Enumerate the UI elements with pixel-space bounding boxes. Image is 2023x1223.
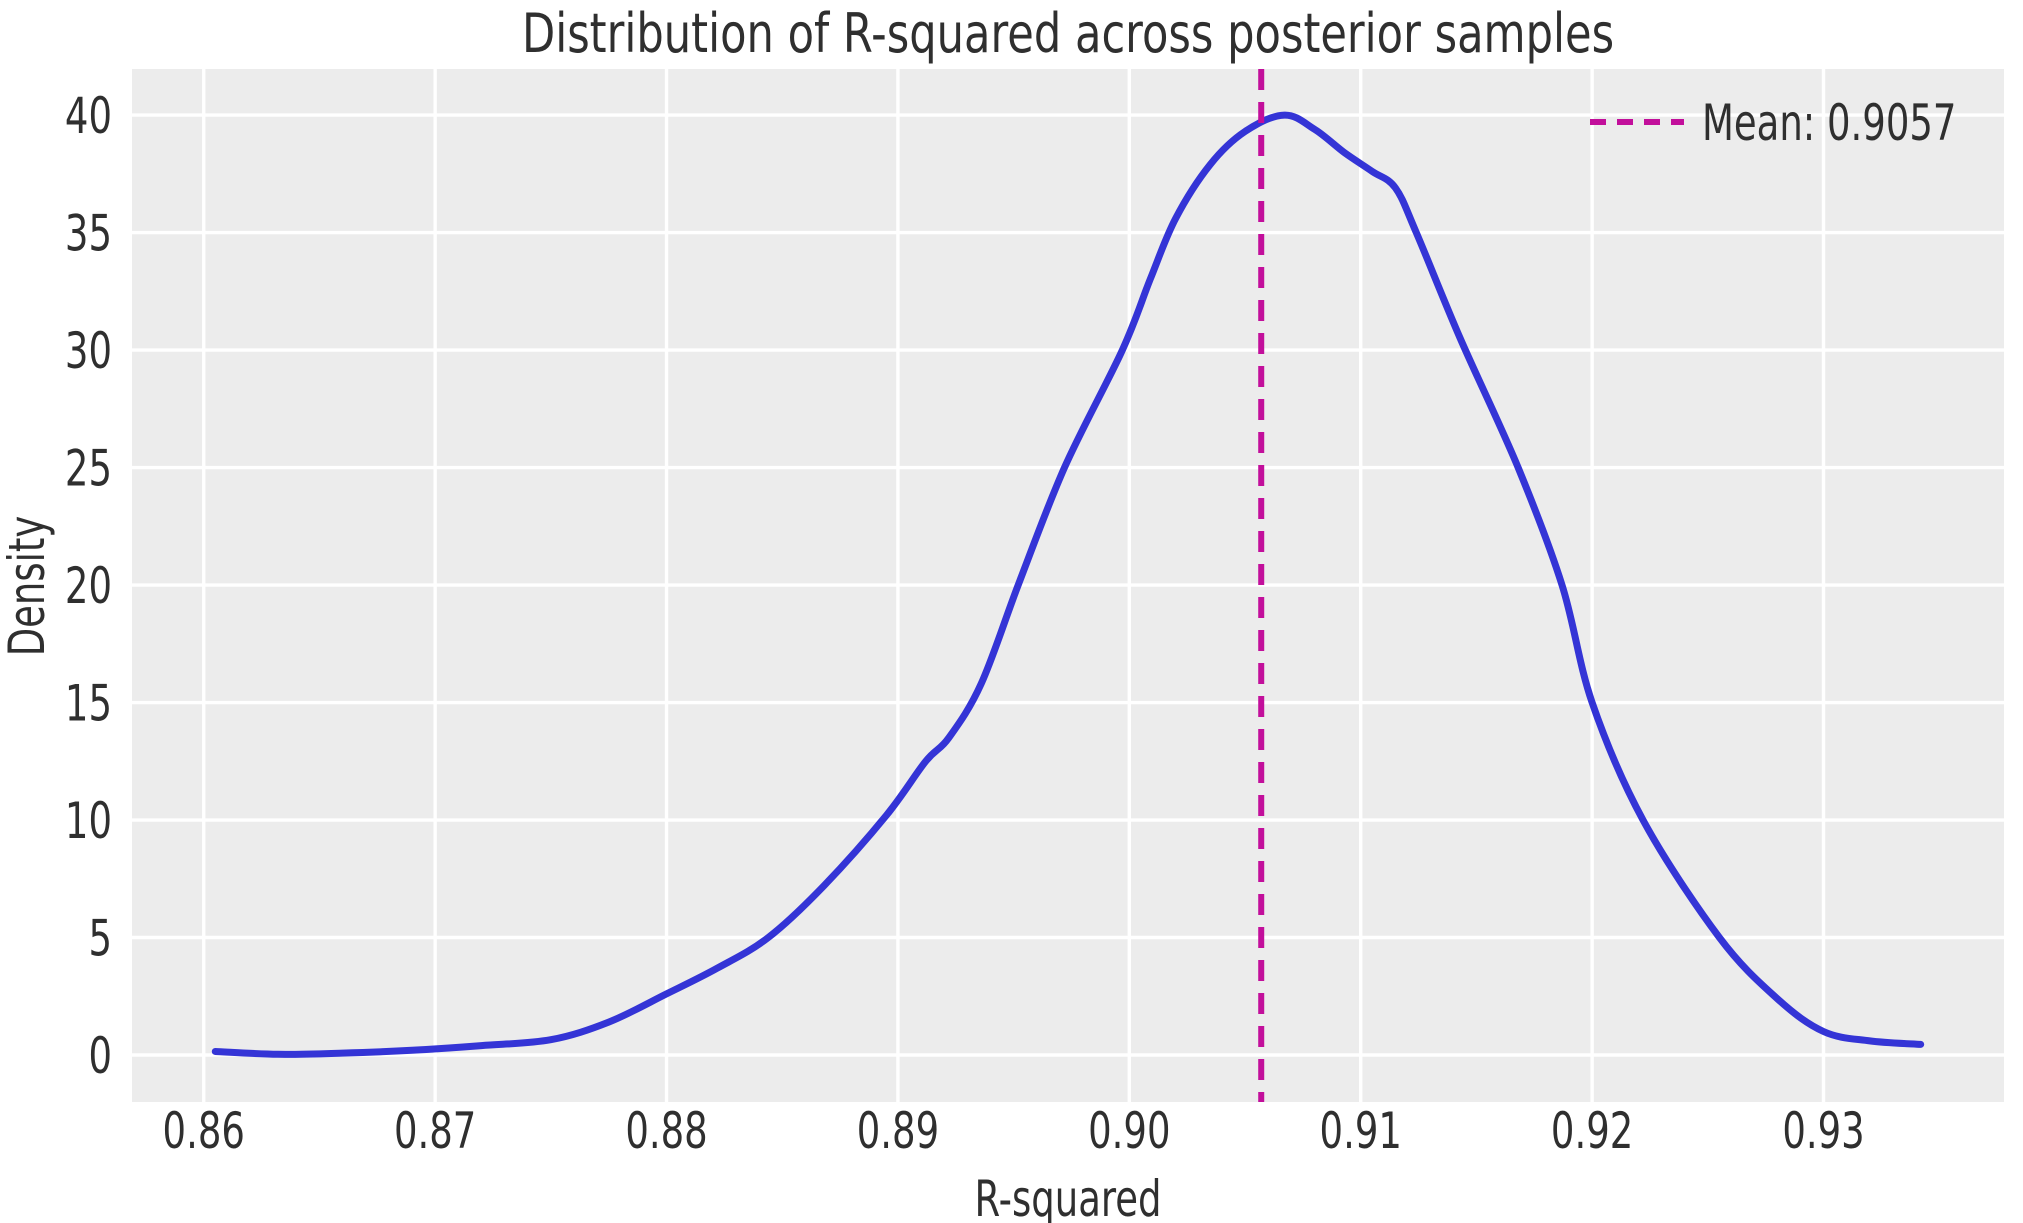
x-axis-label: R-squared [974,1171,1161,1223]
chart-title: Distribution of R-squared across posteri… [522,2,1614,65]
x-tick-label: 0.90 [1088,1103,1170,1161]
x-tick-label: 0.92 [1551,1103,1633,1161]
y-tick-label: 30 [65,323,112,381]
x-tick-label: 0.87 [394,1103,476,1161]
legend: Mean: 0.9057 [1590,95,1956,153]
kde-curve [211,111,1925,1058]
y-tick-label: 35 [65,205,112,263]
y-tick-label: 15 [65,675,112,733]
x-tick-label: 0.93 [1782,1103,1864,1161]
legend-label: Mean: 0.9057 [1702,95,1956,153]
y-tick-label: 20 [65,558,112,616]
y-tick-label: 10 [65,793,112,851]
y-tick-label: 5 [88,910,112,968]
y-tick-label: 25 [65,440,112,498]
x-tick-label: 0.88 [625,1103,707,1161]
y-tick-label: 40 [65,88,112,146]
y-axis-tick-labels: 0 5 10 15 20 25 30 35 40 [65,88,112,1086]
x-tick-label: 0.86 [163,1103,245,1161]
x-tick-label: 0.89 [857,1103,939,1161]
y-axis-label: Density [0,516,57,657]
y-tick-label: 0 [88,1028,112,1086]
x-tick-label: 0.91 [1320,1103,1402,1161]
x-axis-tick-labels: 0.86 0.87 0.88 0.89 0.90 0.91 0.92 0.93 [163,1103,1865,1161]
